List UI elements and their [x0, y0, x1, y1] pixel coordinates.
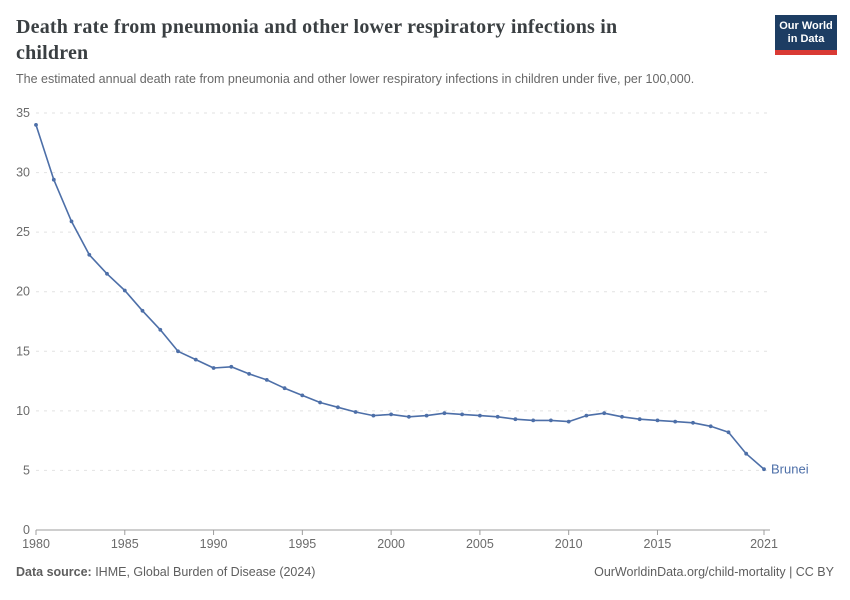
data-point[interactable] — [744, 451, 749, 456]
data-point[interactable] — [300, 393, 305, 398]
data-point[interactable] — [193, 357, 198, 362]
data-source-text: IHME, Global Burden of Disease (2024) — [91, 565, 316, 579]
data-point[interactable] — [673, 419, 678, 424]
data-point[interactable] — [549, 418, 553, 423]
data-point[interactable] — [69, 219, 74, 224]
page-title-line1: Death rate from pneumonia and other lowe… — [16, 16, 618, 38]
data-point[interactable] — [282, 386, 287, 391]
data-point[interactable] — [495, 414, 500, 419]
data-point[interactable] — [87, 252, 92, 257]
data-point[interactable] — [602, 411, 607, 416]
x-tick-label: 2005 — [466, 537, 494, 551]
data-point[interactable] — [460, 412, 464, 417]
data-point[interactable] — [353, 410, 358, 414]
data-point[interactable] — [655, 418, 660, 423]
data-point[interactable] — [122, 288, 127, 293]
x-tick-label: 2021 — [750, 537, 778, 551]
entity-label[interactable]: Brunei — [771, 462, 809, 477]
data-point[interactable] — [34, 123, 38, 127]
data-point[interactable] — [708, 424, 713, 429]
y-tick-label: 20 — [16, 285, 30, 299]
data-point[interactable] — [691, 420, 695, 425]
y-tick-label: 0 — [23, 523, 30, 537]
data-point[interactable] — [176, 349, 180, 354]
y-tick-label: 5 — [23, 463, 30, 477]
y-tick-label: 15 — [16, 344, 30, 358]
data-point[interactable] — [247, 372, 252, 376]
x-tick-label: 1995 — [288, 537, 316, 551]
line-series[interactable] — [35, 124, 765, 471]
data-point[interactable] — [51, 177, 56, 182]
owid-logo-line1: Our World — [779, 20, 833, 32]
data-point[interactable] — [318, 400, 322, 405]
data-point[interactable] — [389, 412, 393, 417]
x-tick-label: 1985 — [111, 537, 139, 551]
y-tick-label: 30 — [16, 166, 30, 180]
y-tick-label: 10 — [16, 404, 30, 418]
data-point[interactable] — [407, 414, 411, 419]
data-point[interactable] — [637, 417, 642, 422]
data-point[interactable] — [158, 327, 163, 332]
data-point[interactable] — [211, 366, 216, 370]
x-tick-label: 2010 — [555, 537, 583, 551]
data-point[interactable] — [762, 467, 766, 472]
x-tick-label: 2000 — [377, 537, 405, 551]
data-point[interactable] — [264, 378, 269, 382]
data-point[interactable] — [105, 271, 109, 276]
data-source-label: Data source: — [16, 565, 92, 579]
page-title-line2: children — [16, 42, 89, 64]
data-point[interactable] — [424, 413, 429, 418]
y-tick-label: 25 — [16, 225, 30, 239]
data-source: Data source: IHME, Global Burden of Dise… — [16, 565, 315, 579]
x-tick-label: 1990 — [200, 537, 228, 551]
data-point[interactable] — [566, 419, 571, 424]
attribution-link[interactable]: OurWorldinData.org/child-mortality | CC … — [594, 565, 834, 579]
data-point[interactable] — [371, 413, 376, 418]
owid-logo-line2: in Data — [787, 33, 825, 45]
chart-subtitle: The estimated annual death rate from pne… — [16, 72, 695, 86]
x-tick-label: 2015 — [644, 537, 672, 551]
page-title: Death rate from pneumonia and other lowe… — [16, 14, 756, 66]
chart-footer: Data source: IHME, Global Burden of Dise… — [16, 565, 834, 579]
data-point[interactable] — [478, 413, 482, 418]
x-tick-label: 1980 — [22, 537, 50, 551]
data-point[interactable] — [726, 430, 731, 435]
data-point[interactable] — [140, 308, 145, 313]
data-point[interactable] — [584, 413, 589, 418]
data-point[interactable] — [442, 411, 447, 416]
owid-logo[interactable]: Our World in Data — [775, 15, 837, 55]
data-point[interactable] — [513, 417, 518, 422]
y-tick-label: 35 — [16, 106, 30, 120]
data-point[interactable] — [620, 414, 624, 419]
data-point[interactable] — [531, 418, 536, 423]
data-point[interactable] — [336, 405, 340, 410]
data-point[interactable] — [229, 364, 234, 369]
